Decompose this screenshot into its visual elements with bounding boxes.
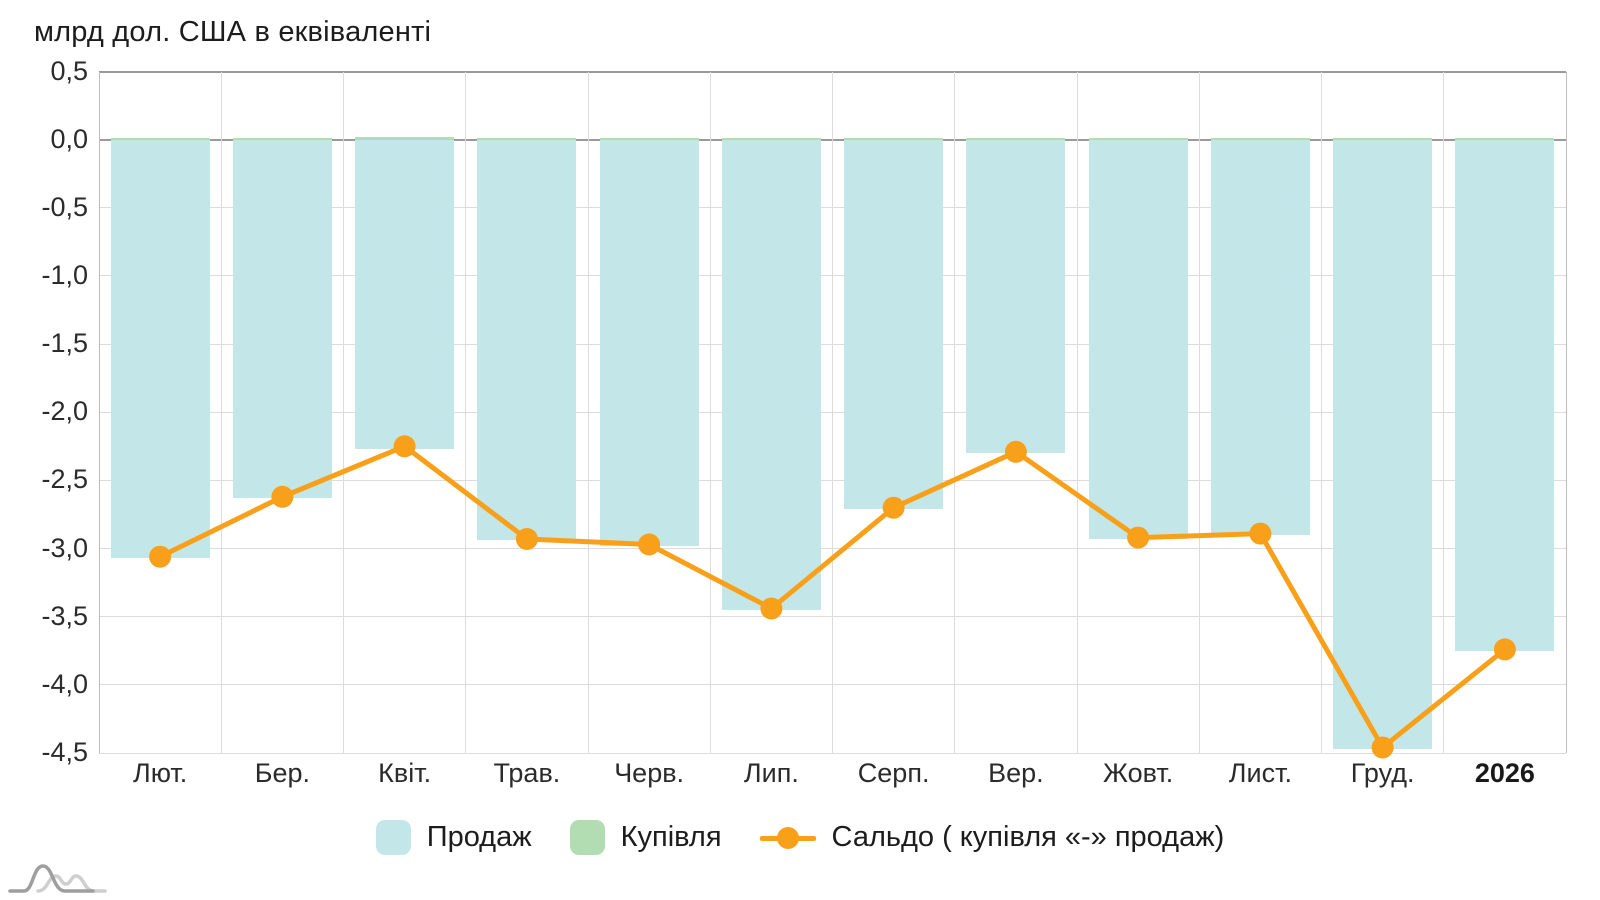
y-axis-tick-label: -4,5 [41,737,88,767]
y-axis-tick-label: -0,5 [41,191,88,222]
bar-prodazh[interactable] [599,139,699,546]
legend-item-kupivlya[interactable]: Купівля [569,820,722,855]
legend-label-kupivlya: Купівля [620,821,722,853]
bar-kupivlya[interactable] [232,138,332,140]
gridline-x [220,71,222,753]
bar-kupivlya[interactable] [1455,138,1555,140]
gridline-x [98,71,100,753]
x-axis-tick-label: Лют. [132,758,188,788]
gridline-x [832,71,833,753]
bar-prodazh[interactable] [1088,139,1188,539]
y-axis-tick-label: 0,0 [50,123,88,154]
y-axis-tick-label: -1,0 [41,259,88,290]
gridline-x [1443,71,1445,753]
bar-kupivlya[interactable] [844,138,944,140]
bar-prodazh[interactable] [966,139,1066,454]
legend-item-prodazh[interactable]: Продаж [375,820,532,855]
x-axis-tick-label: Груд. [1350,758,1415,788]
gridline-x [343,71,344,753]
bar-kupivlya[interactable] [1088,138,1188,140]
prodazh-swatch-icon [375,820,411,855]
x-axis-tick-label: Бер. [254,758,310,788]
bar-prodazh[interactable] [1455,139,1555,651]
bar-kupivlya[interactable] [721,138,821,140]
y-axis-tick-label: -2,0 [41,396,88,427]
x-axis-tick-label: Лист. [1228,758,1292,788]
bar-prodazh[interactable] [110,139,210,559]
x-axis-tick-label: 2026 [1474,758,1535,788]
bar-prodazh[interactable] [721,139,821,610]
gridline-x [465,71,467,753]
legend-label-saldo: Сальдо ( купівля «-» продаж) [831,821,1225,853]
bar-kupivlya[interactable] [966,138,1066,140]
bar-prodazh[interactable] [232,139,332,499]
kupivlya-swatch-icon [569,820,605,855]
bar-prodazh[interactable] [355,139,455,450]
chart-title: млрд дол. США в еквіваленті [34,16,432,48]
gridline-x [587,71,589,753]
bar-kupivlya[interactable] [110,138,210,140]
bar-prodazh[interactable] [1210,139,1310,535]
saldo-line-marker-icon [759,826,816,849]
x-axis-tick-label: Квіт. [378,758,432,788]
wave-logo-icon [8,864,107,893]
gridline-x [954,71,956,753]
legend-item-saldo[interactable]: Сальдо ( купівля «-» продаж) [759,821,1225,854]
gridline-x [1321,71,1322,753]
bar-prodazh[interactable] [844,139,944,509]
bar-kupivlya[interactable] [355,136,455,140]
gridline-y [99,752,1566,754]
y-axis-tick-label: -3,0 [41,532,88,563]
bar-prodazh[interactable] [477,139,577,541]
x-axis-tick-label: Вер. [988,758,1044,788]
y-axis-tick-label: -2,5 [41,464,88,495]
x-axis-tick-label: Лип. [743,758,799,788]
gridline-x [1198,71,1200,753]
gridline-x [1076,71,1078,753]
gridline-x [709,71,711,753]
x-axis-tick-label: Серп. [857,758,930,788]
bar-kupivlya[interactable] [1210,138,1310,140]
legend: Продаж Купівля Сальдо ( купівля «-» прод… [0,820,1600,855]
x-axis-tick-label: Черв. [614,758,685,788]
legend-label-prodazh: Продаж [426,821,532,853]
y-axis-tick-label: 0,5 [50,55,88,86]
bar-kupivlya[interactable] [599,138,699,140]
y-axis-tick-label: -1,5 [41,328,88,359]
gridline-x [1565,71,1567,753]
bar-prodazh[interactable] [1333,139,1433,749]
bar-kupivlya[interactable] [477,138,577,140]
x-axis-tick-label: Жовт. [1102,758,1174,788]
x-axis-tick-label: Трав. [493,758,561,788]
y-axis-tick-label: -3,5 [41,600,88,631]
bar-kupivlya[interactable] [1333,138,1433,140]
y-axis-tick-label: -4,0 [41,668,88,699]
